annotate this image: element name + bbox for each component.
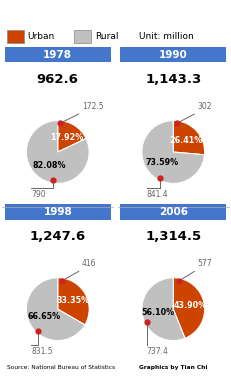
Text: 577: 577 (198, 259, 212, 268)
Text: Rural: Rural (95, 32, 118, 41)
Text: 302: 302 (198, 102, 212, 111)
Wedge shape (173, 120, 205, 155)
Text: 416: 416 (82, 259, 97, 268)
Text: Source: National Bureau of Statistics: Source: National Bureau of Statistics (7, 365, 115, 370)
FancyBboxPatch shape (5, 47, 111, 62)
Text: Growing together: Growing together (9, 6, 156, 21)
Text: 2006: 2006 (159, 207, 188, 217)
Text: 56.10%: 56.10% (141, 308, 174, 317)
Text: 841.4: 841.4 (146, 190, 168, 199)
Wedge shape (58, 120, 86, 152)
Wedge shape (173, 278, 205, 338)
Text: 1978: 1978 (43, 50, 72, 60)
Text: 43.90%: 43.90% (174, 301, 207, 310)
Text: 1998: 1998 (43, 207, 72, 217)
Text: 33.35%: 33.35% (56, 296, 89, 305)
Text: 66.65%: 66.65% (27, 312, 61, 321)
Wedge shape (142, 278, 185, 340)
Text: Unit: million: Unit: million (139, 32, 193, 41)
Text: 1,314.5: 1,314.5 (145, 230, 201, 243)
Bar (7, 30, 24, 43)
Wedge shape (26, 120, 89, 184)
Text: 1,143.3: 1,143.3 (145, 73, 201, 86)
Text: 831.5: 831.5 (31, 347, 53, 356)
Text: Urban: Urban (28, 32, 55, 41)
Wedge shape (142, 120, 205, 184)
Text: 26.41%: 26.41% (169, 136, 203, 145)
Text: 73.59%: 73.59% (145, 158, 178, 167)
Text: 17.92%: 17.92% (50, 133, 84, 142)
FancyBboxPatch shape (120, 47, 226, 62)
Text: 1,247.6: 1,247.6 (30, 230, 86, 243)
Text: 172.5: 172.5 (82, 102, 103, 111)
Text: 962.6: 962.6 (37, 73, 79, 86)
Wedge shape (58, 278, 89, 325)
Text: Graphics by Tian Chi: Graphics by Tian Chi (139, 365, 207, 370)
FancyBboxPatch shape (120, 204, 226, 220)
Text: 82.08%: 82.08% (33, 161, 66, 170)
Text: 737.4: 737.4 (146, 347, 168, 356)
Bar (74, 30, 91, 43)
Wedge shape (26, 278, 85, 340)
Text: 1990: 1990 (159, 50, 188, 60)
Text: 790: 790 (31, 190, 46, 199)
FancyBboxPatch shape (5, 204, 111, 220)
